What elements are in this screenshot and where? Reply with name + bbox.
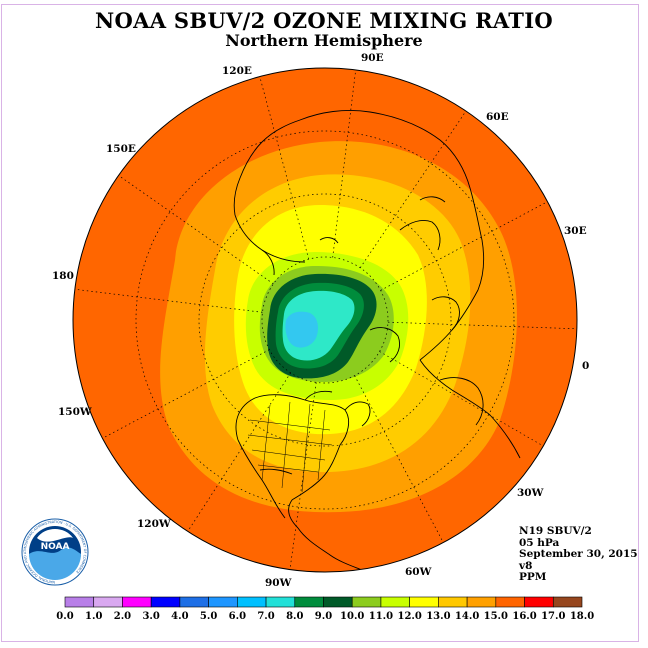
colorbar-swatch [150,596,181,608]
colorbar-tick-label: 12.0 [397,611,421,622]
colorbar-tick-label: 15.0 [484,611,508,622]
longitude-label: 150W [58,406,92,418]
colorbar-tick-label: 11.0 [369,611,393,622]
info-block: N19 SBUV/2 05 hPa September 30, 2015 v8 … [519,525,638,584]
colorbar-tick-label: 18.0 [570,611,594,622]
us-state-borders [247,401,333,493]
colorbar-swatch [351,596,382,608]
figure-frame [1,4,639,642]
info-units: PPM [519,571,547,583]
longitude-label: 0 [582,360,589,372]
colorbar-swatch [64,596,95,608]
colorbar-swatch [265,596,296,608]
info-level: 05 hPa [519,536,560,549]
longitude-label: 30W [517,487,544,499]
colorbar-swatch [323,596,353,608]
map-title: NOAA SBUV/2 OZONE MIXING RATIO [95,8,553,33]
colorbar-tick-label: 4.0 [171,611,188,622]
colorbar-swatch [466,596,497,608]
noaa-logo-text: NOAA [41,542,70,552]
colorbar-tick-label: 0.0 [56,611,73,622]
colorbar-tick-label: 2.0 [114,611,131,622]
colorbar-swatch [294,596,324,608]
colorbar-swatch [552,596,583,608]
colorbar-tick-label: 13.0 [426,611,450,622]
colorbar-tick-label: 14.0 [455,611,479,622]
ozone-band-6-7 [285,311,318,348]
longitude-label: 120W [137,518,171,530]
colorbar-swatch [179,596,209,608]
colorbar-swatch [495,596,525,608]
longitude-labels: 120E 90E 60E 30E 0 30W 60W 90W 120W 150W 180 150E [52,52,589,589]
colorbar-tick-label: 17.0 [541,611,565,622]
colorbar-tick-label: 5.0 [200,611,217,622]
longitude-label: 60W [405,566,432,578]
map-subtitle: Northern Hemisphere [225,31,423,50]
colorbar-swatch [409,596,439,608]
colorbar-tick-label: 1.0 [85,611,102,622]
colorbar-swatch [93,596,123,608]
colorbar-tick-label: 3.0 [142,611,159,622]
colorbar-tick-label: 9.0 [315,611,332,622]
colorbar-swatch [380,596,410,608]
colorbar-tick-label: 10.0 [340,611,364,622]
longitude-label: 120E [222,65,252,77]
map-boundary [72,67,578,573]
colorbar-swatch [438,596,468,608]
colorbar-tick-label: 16.0 [512,611,536,622]
longitude-label: 150E [106,143,136,155]
colorbar-swatch [237,596,267,608]
colorbar-tick-label: 8.0 [286,611,303,622]
colorbar-swatch [208,596,238,608]
coastlines [233,110,521,571]
longitude-label: 90W [265,577,292,589]
colorbar-tick-label: 7.0 [257,611,274,622]
longitude-label: 90E [361,52,384,64]
colorbar-swatch [524,596,554,608]
graticule [74,69,577,570]
info-version: v8 [519,559,533,572]
info-date: September 30, 2015 [519,548,638,560]
longitude-label: 180 [52,270,74,282]
noaa-logo: NOAA NATIONAL OCEANIC AND ATMOSPHERIC AD… [21,518,89,586]
colorbar-swatch [122,596,152,608]
longitude-label: 30E [564,225,587,237]
longitude-label: 60E [486,111,509,123]
info-instrument: N19 SBUV/2 [519,525,592,537]
colorbar-tick-label: 6.0 [229,611,246,622]
